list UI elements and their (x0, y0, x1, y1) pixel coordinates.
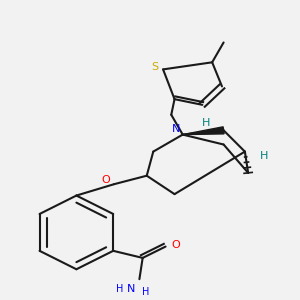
Text: N: N (172, 124, 180, 134)
Text: N: N (127, 284, 135, 294)
Text: S: S (151, 61, 158, 72)
Polygon shape (183, 127, 224, 135)
Text: H: H (260, 151, 269, 161)
Text: H: H (201, 118, 210, 128)
Text: H: H (142, 287, 150, 297)
Text: H: H (116, 284, 124, 294)
Text: O: O (101, 175, 110, 185)
Text: O: O (171, 240, 180, 250)
